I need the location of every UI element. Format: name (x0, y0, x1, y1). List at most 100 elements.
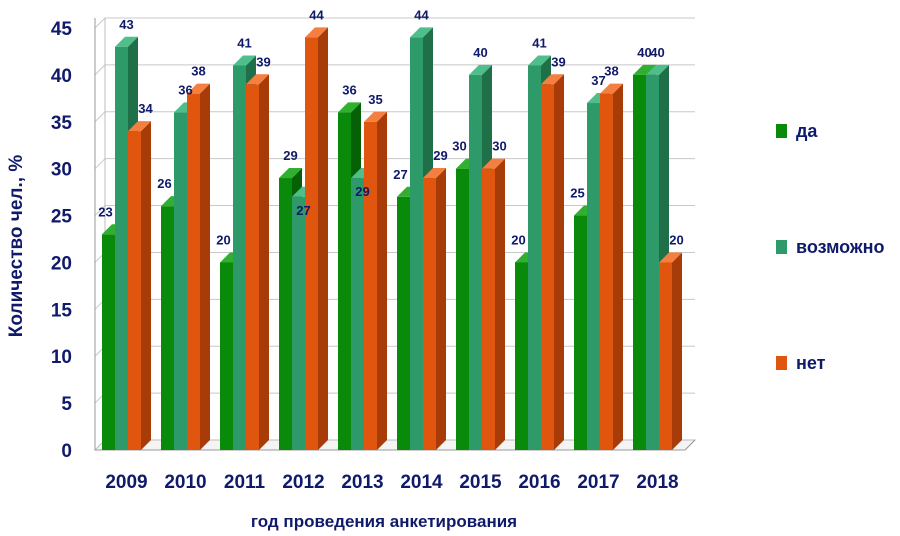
x-tick-label: 2012 (282, 472, 324, 493)
data-labels: 23 43 34 26 36 38 20 41 39 29 27 44 36 29 35 27 44 29 30 40… (98, 7, 683, 247)
bar (541, 74, 564, 451)
bar-front (220, 262, 233, 450)
bar-front (279, 178, 292, 451)
bar-top (338, 102, 361, 113)
data-label: 29 (433, 148, 447, 163)
y-tick-label: 45 (51, 19, 73, 40)
x-tick-label: 2013 (341, 472, 383, 493)
legend-swatch-net (776, 356, 787, 370)
x-axis-end (684, 439, 696, 451)
bar-side (141, 121, 151, 451)
data-label: 41 (532, 36, 546, 51)
data-label: 38 (604, 64, 618, 79)
data-label: 44 (309, 7, 324, 22)
x-tick-label: 2011 (224, 472, 266, 493)
bar-front (397, 196, 410, 450)
bar-top (279, 168, 302, 179)
legend-swatch-da (776, 124, 787, 138)
data-label: 23 (98, 204, 112, 219)
bar (423, 168, 446, 451)
bar-side (318, 27, 328, 450)
bar-front (410, 37, 423, 450)
gridline-diag (94, 64, 106, 76)
bar (482, 158, 505, 450)
gridline-diag (94, 111, 106, 123)
data-label: 39 (551, 54, 565, 69)
data-label: 43 (119, 17, 133, 32)
y-tick-label: 10 (51, 347, 72, 368)
y-tick-label: 5 (61, 394, 72, 415)
x-tick-label: 2014 (400, 472, 443, 493)
x-tick-label: 2018 (636, 472, 678, 493)
data-label: 20 (669, 232, 683, 247)
bar-front (305, 37, 318, 450)
y-tick-label: 25 (51, 207, 73, 228)
data-label: 36 (342, 82, 356, 97)
x-tick-label: 2009 (105, 472, 147, 493)
bar-front (646, 74, 659, 450)
bar-front (161, 206, 174, 450)
bar-side (259, 74, 269, 451)
y-tick-label: 30 (51, 160, 72, 181)
bar-top (410, 27, 433, 38)
x-tick-label: 2016 (518, 472, 560, 493)
bar-top (633, 64, 656, 75)
bar-top (115, 36, 138, 47)
data-label: 39 (256, 54, 270, 69)
legend-label-da: да (796, 121, 818, 141)
bar (187, 83, 210, 451)
bar-top (482, 158, 505, 169)
gridline-diag (94, 158, 106, 170)
data-label: 35 (368, 92, 382, 107)
y-tick-label: 40 (51, 66, 72, 87)
bar-front (128, 131, 141, 450)
data-label: 29 (283, 148, 297, 163)
x-tick-labels: 2009 2010 2011 2012 2013 2014 2015 2016 2017 2018 (105, 472, 678, 493)
bar-front (187, 93, 200, 451)
bar-top (646, 64, 669, 75)
legend-swatch-vozmozhno (776, 240, 787, 254)
data-label: 41 (237, 36, 251, 51)
bar-top (233, 55, 256, 66)
bar (128, 121, 151, 451)
bar-side (613, 83, 623, 451)
bar-top (128, 121, 151, 132)
data-label: 40 (473, 45, 487, 60)
bar (364, 111, 387, 451)
data-label: 34 (138, 101, 153, 116)
bar-front (528, 65, 541, 450)
bar-front (233, 65, 246, 450)
data-label: 25 (570, 186, 584, 201)
data-label: 37 (591, 73, 605, 88)
bar-front (515, 262, 528, 450)
data-label: 40 (637, 45, 651, 60)
y-tick-label: 0 (61, 441, 72, 462)
bar (246, 74, 269, 451)
bar-front (351, 178, 364, 451)
bar-top (423, 168, 446, 179)
data-label: 40 (650, 45, 664, 60)
data-label: 27 (393, 167, 407, 182)
data-label: 26 (157, 176, 171, 191)
bar-side (436, 168, 446, 451)
bar-top (305, 27, 328, 38)
bar-front (174, 112, 187, 451)
y-tick-label: 20 (51, 253, 72, 274)
bar-front (659, 262, 672, 450)
bar-top (469, 64, 492, 75)
bar-side (377, 111, 387, 451)
bar-top (541, 74, 564, 85)
legend-label-vozmozhno: возможно (796, 237, 885, 257)
data-label: 30 (452, 139, 466, 154)
bar-side (495, 158, 505, 450)
y-axis-title: Количество чел., % (6, 155, 27, 338)
data-label: 38 (191, 64, 205, 79)
data-label: 20 (216, 232, 230, 247)
bar-side (554, 74, 564, 451)
bar-top (364, 111, 387, 122)
legend: да возможно нет (776, 121, 885, 373)
data-label: 20 (511, 232, 525, 247)
x-tick-label: 2017 (577, 472, 619, 493)
bars (102, 27, 682, 451)
